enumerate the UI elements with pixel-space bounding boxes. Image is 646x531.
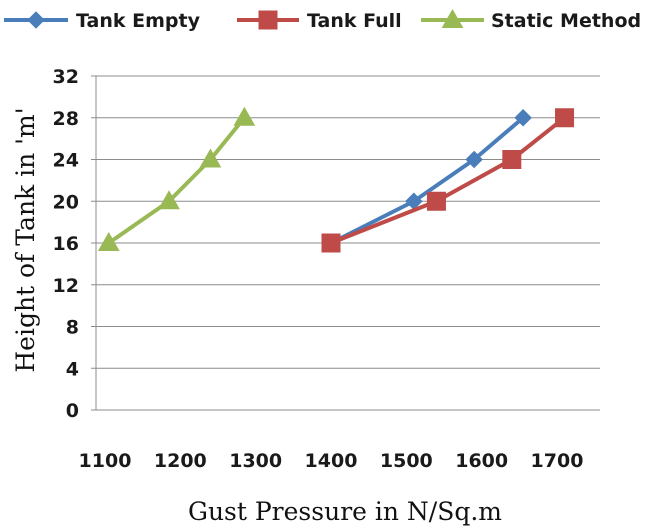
data-point-tank-full-2	[502, 150, 522, 169]
y-tick-label-8: 8	[66, 317, 79, 339]
legend-label-tank-empty: Tank Empty	[76, 10, 201, 32]
x-tick-label-1500: 1500	[380, 450, 433, 472]
series-line-tank-empty	[330, 116, 525, 245]
series-static-method	[97, 106, 256, 251]
x-tick-label-1300: 1300	[229, 450, 282, 472]
legend-label-tank-full: Tank Full	[307, 10, 402, 32]
data-point-static-method-3	[233, 106, 256, 126]
y-tick-label-32: 32	[53, 66, 79, 88]
series-group	[97, 106, 575, 253]
data-point-static-method-0	[97, 231, 120, 251]
series-line-static-method	[107, 116, 246, 245]
y-tick-label-4: 4	[66, 358, 79, 380]
data-point-tank-full-0	[321, 233, 341, 253]
data-point-static-method-2	[199, 148, 222, 168]
data-point-tank-full-3	[555, 108, 575, 128]
legend-marker-tank-full	[258, 10, 278, 30]
legend-item-static-method: Static Method	[421, 8, 641, 32]
data-point-tank-empty-2	[465, 150, 483, 169]
y-tick-labels: 0 4 8 12 16 20 24 28 32	[53, 66, 79, 422]
y-tick-label-16: 16	[53, 233, 79, 255]
gridlines	[96, 75, 600, 369]
data-point-static-method-1	[158, 190, 180, 210]
y-tick-label-24: 24	[53, 150, 79, 172]
legend-item-tank-full: Tank Full	[237, 10, 402, 32]
series-line-tank-full	[330, 116, 566, 245]
y-tick-label-28: 28	[53, 108, 79, 130]
axes	[91, 75, 600, 411]
legend-marker-tank-empty	[27, 11, 45, 29]
legend-item-tank-empty: Tank Empty	[4, 10, 201, 32]
y-tick-label-0: 0	[66, 400, 79, 422]
series-tank-full	[321, 108, 575, 253]
legend-label-static-method: Static Method	[491, 10, 641, 32]
legend-marker-static-method	[441, 8, 464, 28]
x-axis-title: Gust Pressure in N/Sq.m	[188, 497, 502, 526]
x-tick-label-1600: 1600	[455, 450, 508, 472]
y-axis-title: Height of Tank in 'm'	[11, 107, 40, 372]
x-tick-labels: 1100 1200 1300 1400 1500 1600 1700	[79, 450, 584, 472]
y-tick-label-12: 12	[53, 275, 79, 297]
x-tick-label-1200: 1200	[154, 450, 207, 472]
y-tick-label-20: 20	[53, 191, 79, 213]
legend: Tank Empty Tank Full Static Method	[4, 8, 641, 32]
data-point-tank-full-1	[426, 191, 446, 211]
x-tick-label-1400: 1400	[305, 450, 358, 472]
x-tick-label-1700: 1700	[531, 450, 584, 472]
series-tank-empty	[322, 109, 532, 252]
x-tick-label-1100: 1100	[79, 450, 132, 472]
data-point-tank-empty-3	[514, 109, 532, 127]
